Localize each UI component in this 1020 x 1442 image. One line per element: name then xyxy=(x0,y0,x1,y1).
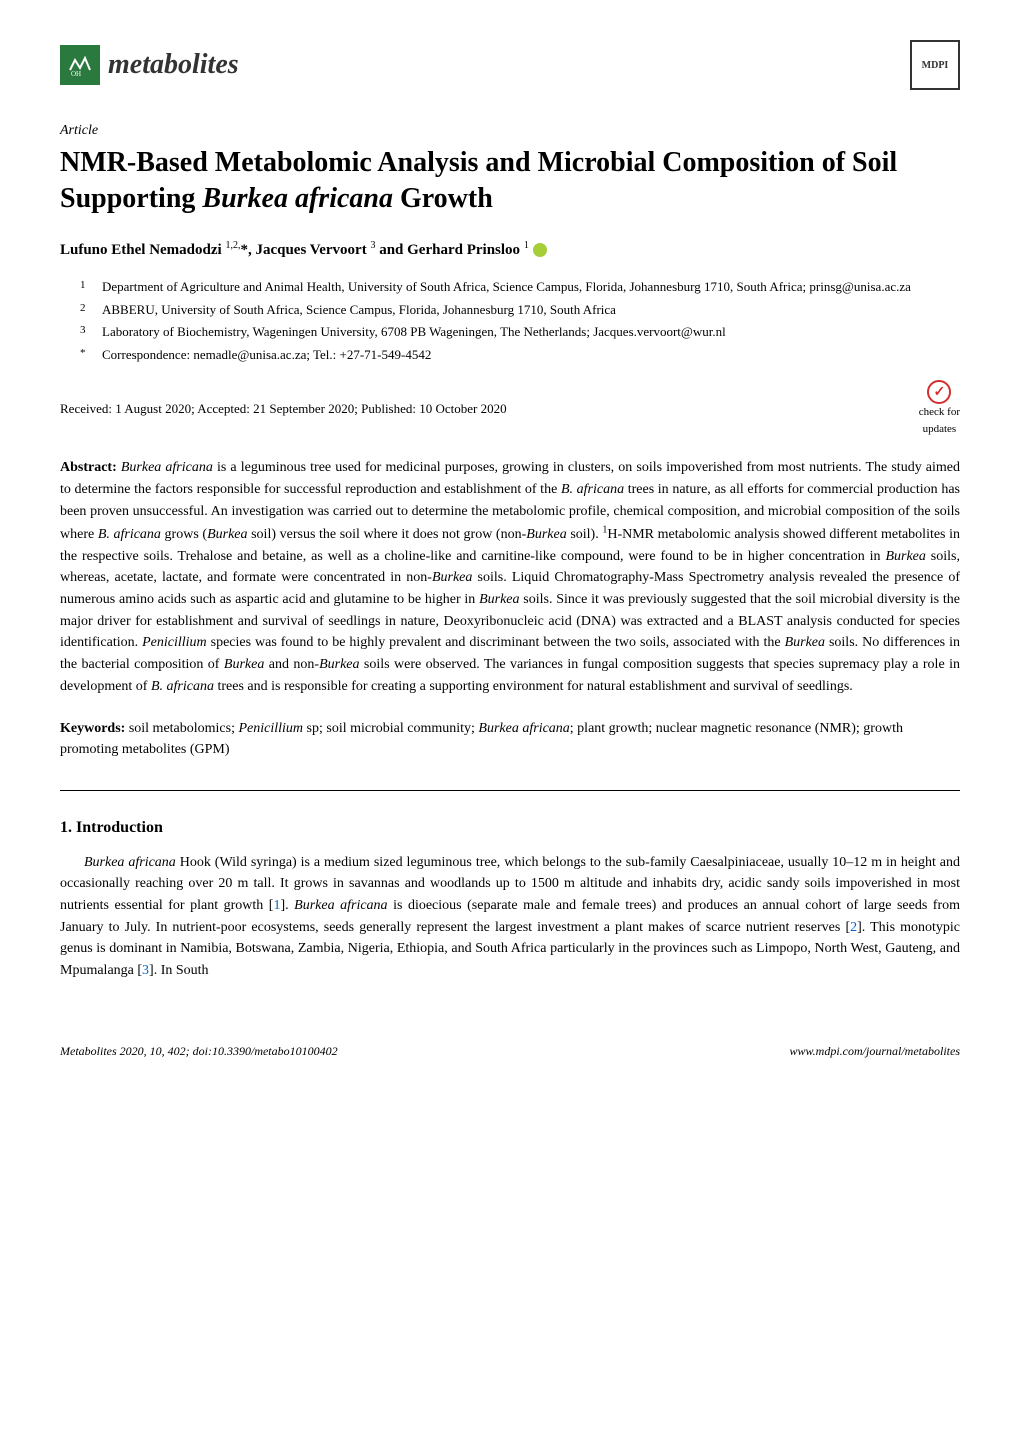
affiliation-2: 2 ABBERU, University of South Africa, Sc… xyxy=(80,300,960,320)
journal-icon: OH xyxy=(60,45,100,85)
check-updates-icon: ✓ xyxy=(927,380,951,404)
citation-3[interactable]: 3 xyxy=(142,963,149,978)
affiliation-text: Correspondence: nemadle@unisa.ac.za; Tel… xyxy=(102,345,431,365)
keywords-label: Keywords: xyxy=(60,721,125,736)
article-type: Article xyxy=(60,120,960,141)
footer-right[interactable]: www.mdpi.com/journal/metabolites xyxy=(790,1042,960,1060)
affiliation-num: 1 xyxy=(80,277,92,297)
check-updates-badge[interactable]: ✓ check for updates xyxy=(919,380,960,437)
affiliation-corr: * Correspondence: nemadle@unisa.ac.za; T… xyxy=(80,345,960,365)
dates-text: Received: 1 August 2020; Accepted: 21 Se… xyxy=(60,399,507,419)
affiliation-3: 3 Laboratory of Biochemistry, Wageningen… xyxy=(80,322,960,342)
footer-left: Metabolites 2020, 10, 402; doi:10.3390/m… xyxy=(60,1042,338,1060)
svg-text:OH: OH xyxy=(71,70,81,78)
journal-name: metabolites xyxy=(108,44,239,86)
author-sep-1: , Jacques Vervoort xyxy=(248,242,371,258)
publisher-name: MDPI xyxy=(922,58,949,73)
authors-line: Lufuno Ethel Nemadodzi 1,2,*, Jacques Ve… xyxy=(60,238,960,262)
header-row: OH metabolites MDPI xyxy=(60,40,960,90)
section-heading-intro: 1. Introduction xyxy=(60,816,960,840)
author-1-ast: * xyxy=(240,242,248,258)
citation-2[interactable]: 2 xyxy=(850,920,857,935)
author-sep-2: and Gerhard Prinsloo xyxy=(375,242,523,258)
abstract-text: Burkea africana is a leguminous tree use… xyxy=(60,460,960,694)
citation-1[interactable]: 1 xyxy=(273,898,280,913)
publisher-logo: MDPI xyxy=(910,40,960,90)
affiliation-num: * xyxy=(80,345,92,365)
updates-label-1: check for xyxy=(919,404,960,421)
affiliations: 1 Department of Agriculture and Animal H… xyxy=(60,277,960,364)
section-divider xyxy=(60,790,960,791)
updates-label-2: updates xyxy=(923,421,957,438)
keywords: Keywords: soil metabolomics; Penicillium… xyxy=(60,718,960,760)
author-1: Lufuno Ethel Nemadodzi xyxy=(60,242,225,258)
dates-row: Received: 1 August 2020; Accepted: 21 Se… xyxy=(60,380,960,437)
orcid-icon[interactable] xyxy=(533,243,547,257)
intro-para-1: Burkea africana Hook (Wild syringa) is a… xyxy=(60,852,960,982)
author-3-sup: 1 xyxy=(524,240,529,251)
abstract-label: Abstract: xyxy=(60,460,117,475)
journal-logo: OH metabolites xyxy=(60,44,239,86)
affiliation-num: 2 xyxy=(80,300,92,320)
affiliation-text: Department of Agriculture and Animal Hea… xyxy=(102,277,911,297)
affiliation-1: 1 Department of Agriculture and Animal H… xyxy=(80,277,960,297)
affiliation-text: Laboratory of Biochemistry, Wageningen U… xyxy=(102,322,726,342)
abstract: Abstract: Burkea africana is a leguminou… xyxy=(60,457,960,697)
title-post: Growth xyxy=(393,183,493,214)
affiliation-num: 3 xyxy=(80,322,92,342)
article-title: NMR-Based Metabolomic Analysis and Micro… xyxy=(60,145,960,218)
author-1-sup: 1,2, xyxy=(225,240,240,251)
title-italic: Burkea africana xyxy=(202,183,393,214)
affiliation-text: ABBERU, University of South Africa, Scie… xyxy=(102,300,616,320)
keywords-text: soil metabolomics; Penicillium sp; soil … xyxy=(60,721,903,757)
footer: Metabolites 2020, 10, 402; doi:10.3390/m… xyxy=(60,1042,960,1060)
